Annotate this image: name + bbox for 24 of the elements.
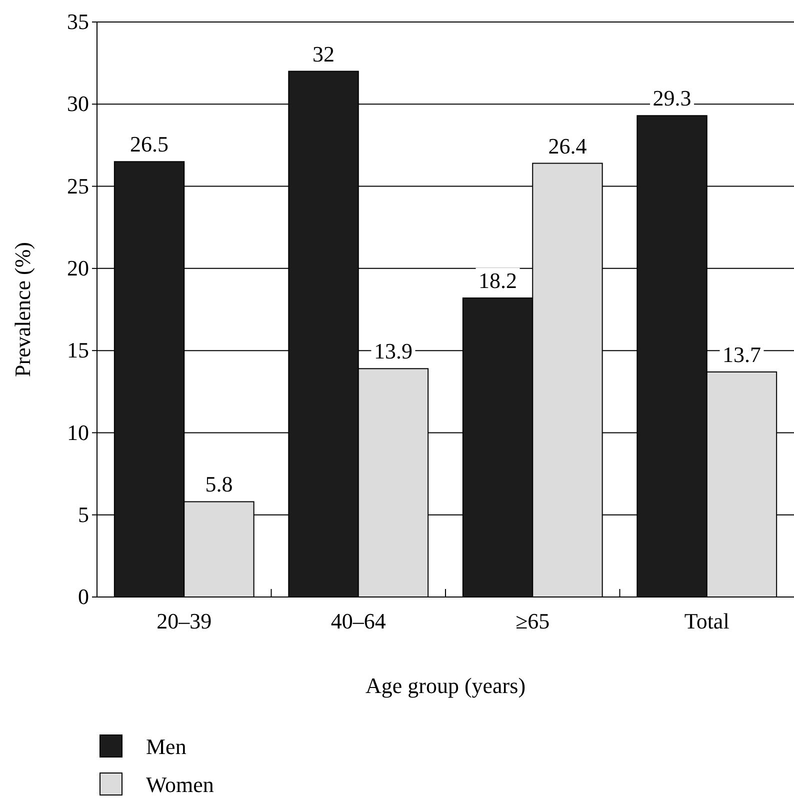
data-label: 29.3	[652, 86, 692, 111]
data-label: 5.8	[205, 472, 233, 497]
legend-label: Men	[146, 734, 186, 759]
y-tick-label: 15	[67, 338, 89, 363]
y-tick-label: 5	[78, 502, 89, 527]
x-tick-label: 40–64	[330, 608, 386, 634]
data-label: 32	[312, 41, 335, 66]
data-label: 13.7	[722, 342, 761, 367]
data-label: 26.4	[548, 133, 587, 158]
y-tick-label: 0	[78, 584, 89, 610]
x-tick-label: Total	[684, 608, 730, 634]
y-tick-label: 25	[67, 173, 89, 198]
x-tick-label: ≥65	[516, 608, 550, 634]
data-label: 26.5	[130, 132, 169, 157]
y-tick-label: 35	[67, 9, 89, 34]
y-axis-title: Prevalence (%)	[10, 242, 35, 377]
y-tick-label: 30	[67, 91, 89, 116]
x-axis-title: Age group (years)	[365, 673, 526, 698]
x-tick-label: 20–39	[156, 608, 212, 634]
y-tick-label: 20	[67, 255, 89, 280]
legend-label: Women	[146, 772, 214, 797]
data-label: 13.9	[374, 338, 412, 364]
data-label: 18.2	[478, 268, 518, 293]
y-tick-label: 10	[67, 420, 89, 445]
